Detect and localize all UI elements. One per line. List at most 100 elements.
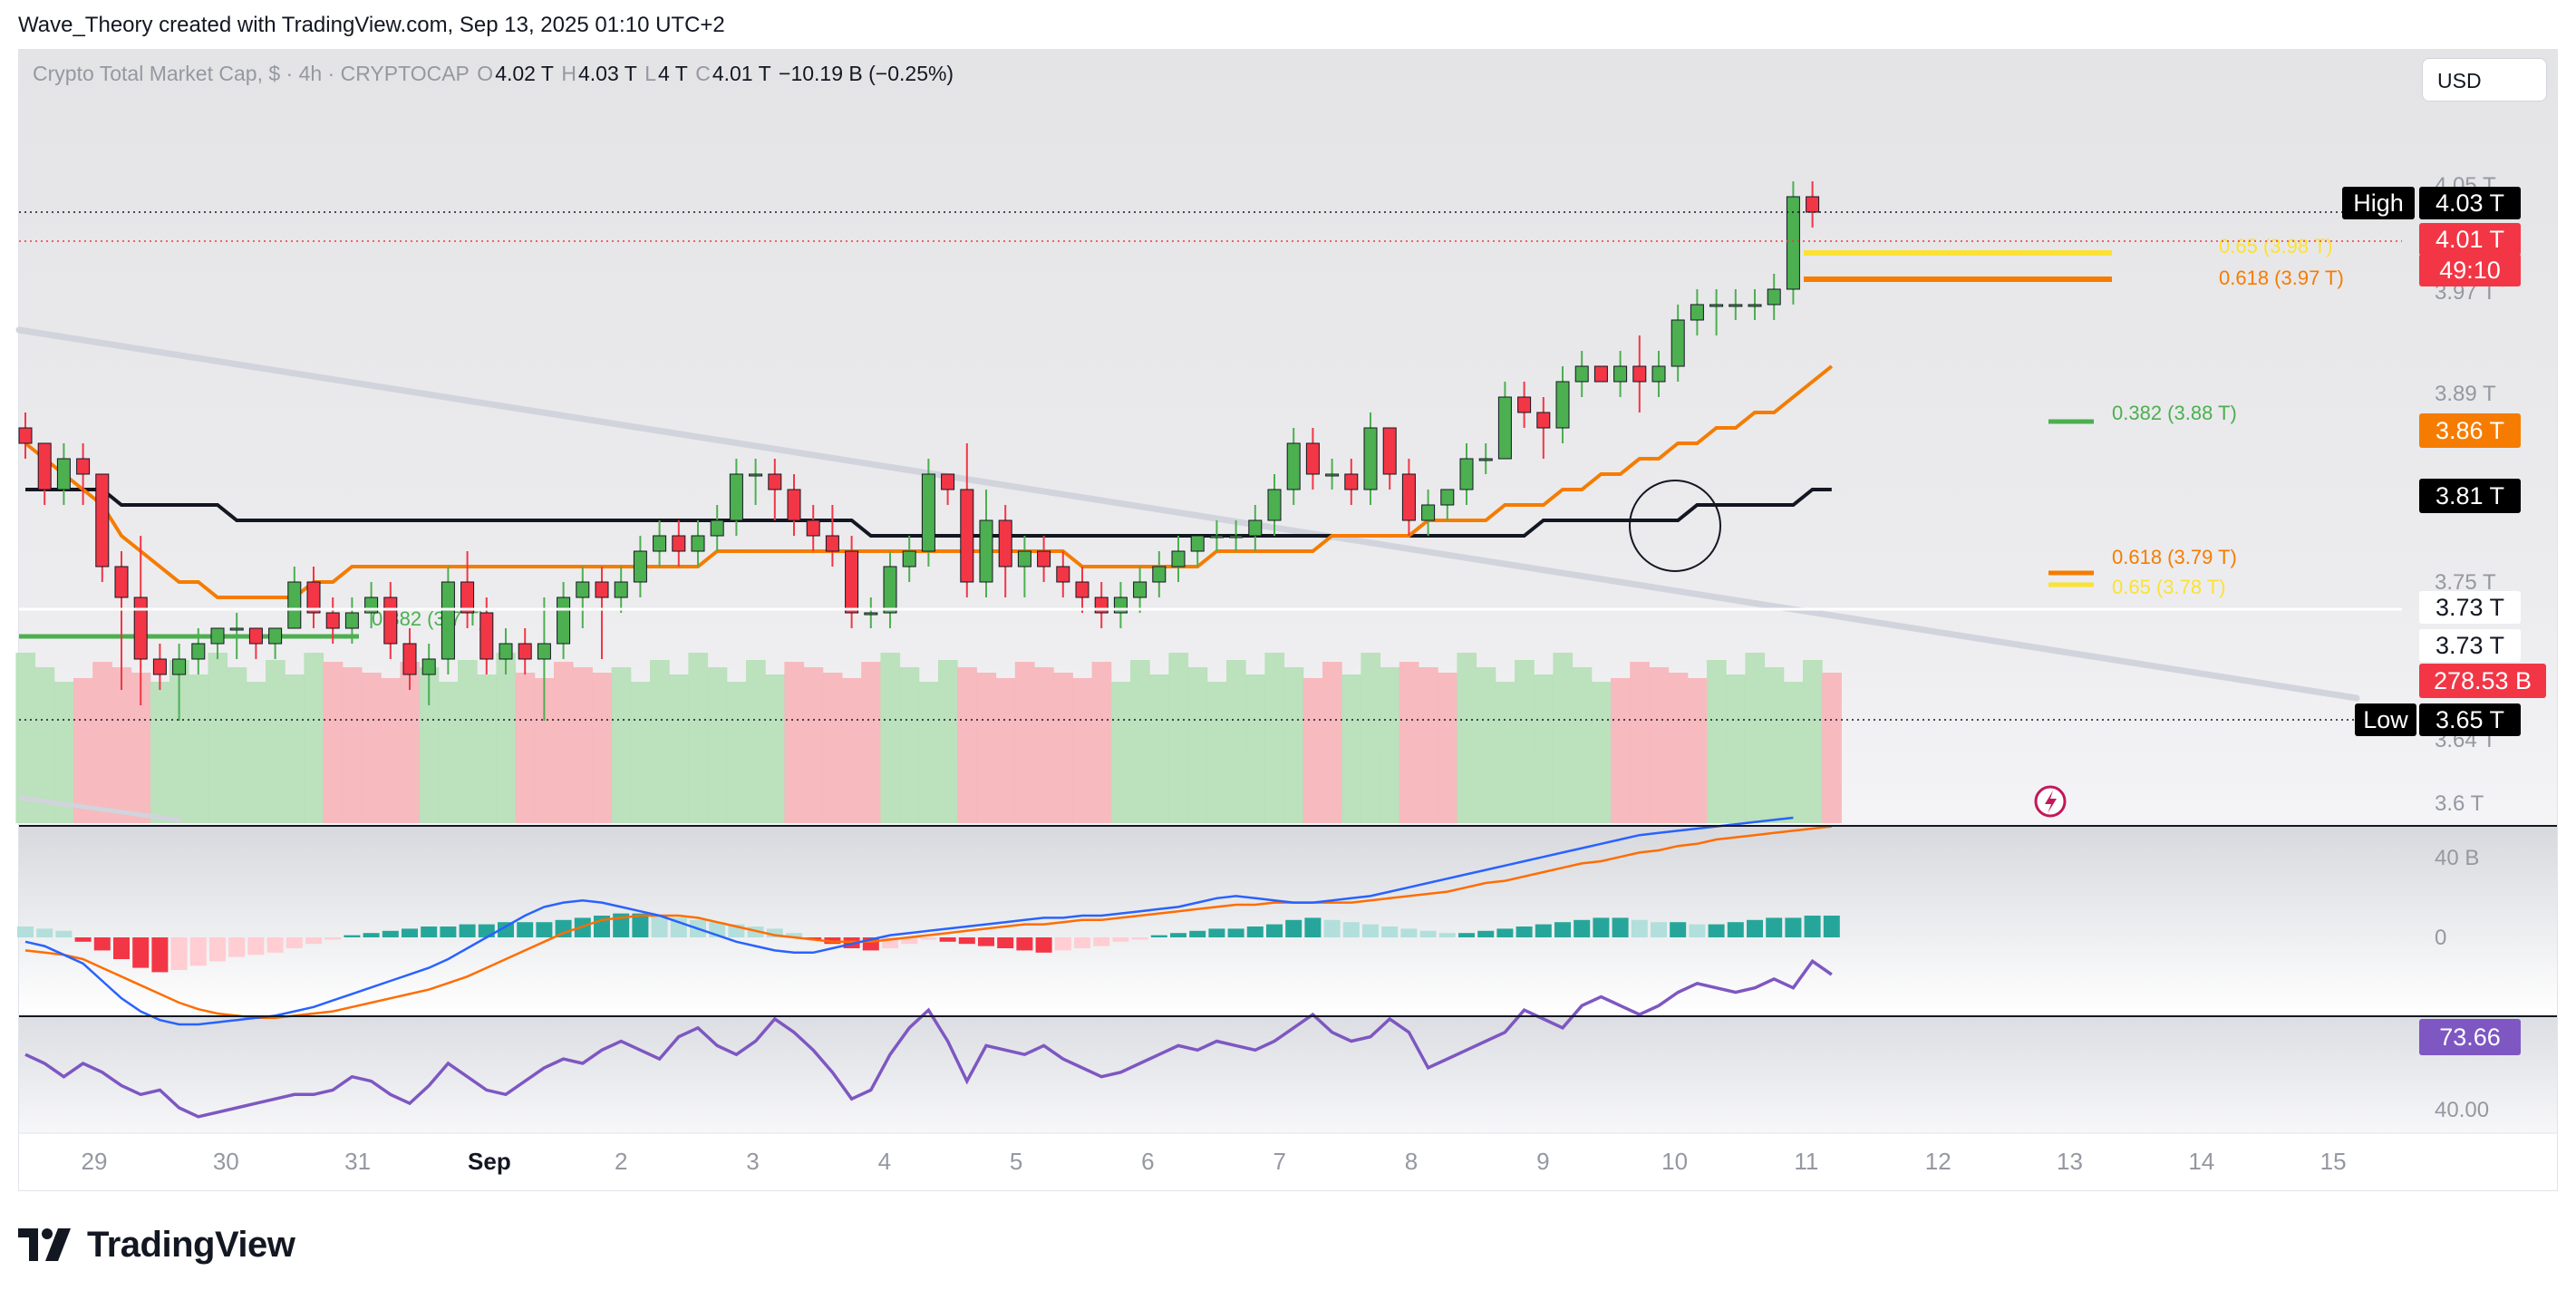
cloud-segment — [1591, 682, 1612, 823]
cloud-segment — [34, 667, 55, 823]
macd-histogram-bar — [382, 930, 399, 937]
macd-histogram-bar — [1266, 924, 1283, 937]
volume-badge: 278.53 B — [2434, 667, 2532, 694]
open-label: O — [477, 62, 494, 85]
cloud-segment — [285, 674, 305, 823]
cloud-segment — [1303, 678, 1323, 823]
candle-body — [614, 581, 628, 598]
macd-histogram-bar — [786, 933, 802, 937]
cloud-segment — [266, 660, 286, 823]
cloud-segment — [918, 682, 939, 823]
time-axis-tick: 14 — [2188, 1148, 2214, 1175]
macd-histogram-bar — [1689, 924, 1706, 937]
macd-axis-tick: 0 — [2435, 926, 2446, 950]
cloud-segment — [400, 662, 421, 823]
time-axis-tick: 4 — [878, 1148, 891, 1175]
candle-body — [191, 643, 206, 660]
candle-body — [1017, 550, 1031, 568]
countdown-badge-bg — [2419, 254, 2521, 286]
macd-line — [24, 816, 1794, 1026]
candle-body — [95, 473, 110, 568]
chart-credit: Wave_Theory created with TradingView.com… — [18, 13, 725, 37]
macd-pane: 40 B 0 — [17, 816, 2479, 1026]
cloud-segment — [1745, 653, 1766, 823]
candle-body — [1574, 365, 1589, 383]
ema-fast-badge-bg — [2419, 413, 2521, 448]
candle-body — [248, 627, 263, 645]
cloud-segment — [477, 674, 497, 823]
tradingview-logo-icon — [18, 1228, 71, 1261]
cloud-segment — [842, 678, 862, 823]
cloud-segment — [1668, 673, 1689, 823]
cloud-segment — [1034, 667, 1054, 823]
rsi-pane-bg — [19, 1017, 2557, 1133]
fib-65-upper-label: 0.65 (3.98 T) — [2219, 235, 2333, 257]
candle-body — [1440, 489, 1455, 506]
price-axis-tick: 3.75 T — [2435, 570, 2496, 595]
candle-body — [806, 519, 820, 537]
candle-body — [1325, 473, 1340, 477]
macd-histogram-bar — [363, 933, 380, 937]
macd-histogram-bar — [266, 937, 284, 953]
cloud-segment — [1726, 674, 1746, 823]
candle-body — [1401, 473, 1416, 521]
symbol-name[interactable]: Crypto Total Market Cap, $ · 4h · CRYPTO… — [33, 62, 470, 85]
cloud-segment — [650, 660, 670, 823]
macd-histogram-bar — [1747, 919, 1763, 937]
cloud-segment — [323, 662, 344, 823]
candle-body — [672, 535, 686, 552]
macd-histogram-bar — [209, 937, 226, 962]
candle-body — [1786, 196, 1800, 290]
candle-body — [1421, 504, 1436, 521]
candle-body — [325, 612, 340, 629]
candle-body — [787, 489, 801, 521]
candle-body — [1363, 427, 1378, 490]
candle-body — [37, 442, 52, 490]
candle-body — [537, 643, 551, 660]
macd-histogram-bar — [1516, 926, 1533, 937]
macd-histogram-bar — [1554, 922, 1571, 937]
alert-icon[interactable] — [2034, 785, 2067, 818]
cloud-segment — [611, 667, 632, 823]
plain-badge-1-bg — [2419, 591, 2521, 624]
macd-histogram-bar — [1323, 919, 1341, 937]
cloud-segment — [1380, 667, 1400, 823]
tradingview-logo[interactable]: TradingView — [18, 1220, 295, 1269]
candle-body — [1152, 566, 1167, 583]
time-axis-tick: 2 — [615, 1148, 627, 1175]
candle-body — [1517, 396, 1532, 413]
low-label: L — [644, 62, 656, 85]
cloud-segment — [1476, 667, 1496, 823]
low-label: Low — [2363, 706, 2408, 733]
symbol-legend[interactable]: Crypto Total Market Cap, $ · 4h · CRYPTO… — [33, 62, 955, 86]
cloud-segment — [669, 674, 689, 823]
rsi-badge: 73.66 — [2439, 1024, 2501, 1051]
close-value: 4.01 T — [712, 62, 771, 85]
macd-histogram-bar — [1727, 922, 1744, 937]
macd-histogram-bar — [228, 937, 246, 957]
currency-button[interactable]: USD — [2422, 58, 2547, 102]
macd-histogram-bar — [459, 924, 476, 937]
macd-histogram-bar — [1093, 937, 1110, 946]
cloud-segment — [419, 667, 440, 823]
chart-canvas[interactable]: 0.65 (3.98 T) 0.618 (3.97 T) 0.382 (3.88 T… — [0, 0, 2576, 1197]
macd-histogram-bar — [613, 913, 630, 937]
macd-histogram-bar — [1400, 928, 1418, 937]
cloud-segment — [1361, 653, 1381, 823]
macd-signal-line — [24, 825, 1832, 1020]
cloud-segment — [1130, 660, 1150, 823]
cloud-segment — [880, 653, 901, 823]
cloud-segment — [803, 667, 824, 823]
candle-body — [229, 627, 244, 631]
cloud-segment — [1534, 674, 1554, 823]
candle-body — [287, 581, 302, 629]
macd-histogram-bar — [1381, 926, 1399, 937]
macd-histogram-bar — [324, 937, 342, 940]
tradingview-wordmark: TradingView — [87, 1224, 295, 1265]
plain-badge-2: 3.73 T — [2436, 632, 2504, 659]
candle-body — [344, 612, 359, 629]
plain-badge-2-bg — [2419, 629, 2521, 662]
candle-body — [1478, 458, 1493, 461]
cloud-segment — [957, 667, 977, 823]
rsi-badge-bg — [2419, 1019, 2521, 1055]
